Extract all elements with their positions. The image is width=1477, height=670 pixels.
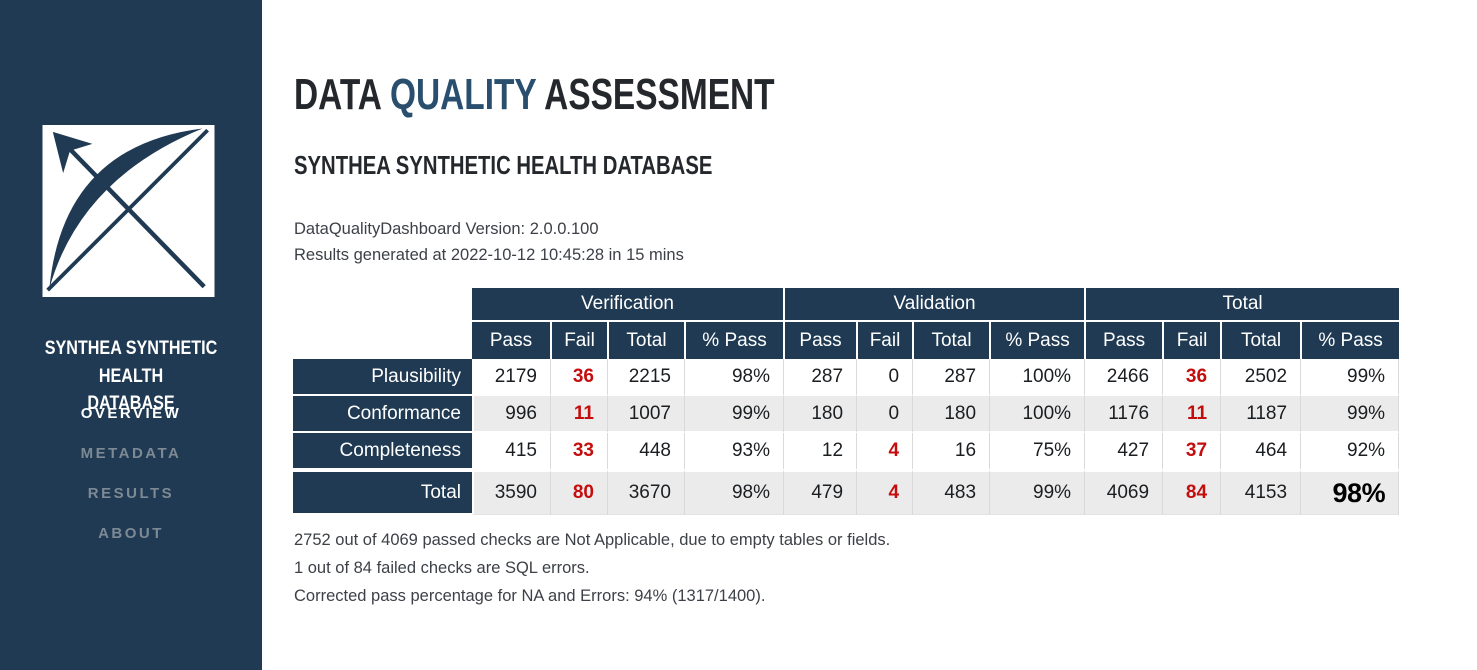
database-subtitle: SYNTHEA SYNTHETIC HEALTH DATABASE bbox=[294, 150, 713, 180]
cell-fail: 4 bbox=[856, 433, 913, 470]
cell-fail: 37 bbox=[1162, 433, 1221, 470]
col-header-total-pctpass: % Pass bbox=[1300, 322, 1400, 359]
cell: 4069 bbox=[1084, 470, 1163, 515]
cell: 98% bbox=[684, 470, 784, 515]
cell: 0 bbox=[856, 359, 913, 396]
sidebar-item-about[interactable]: ABOUT bbox=[98, 525, 164, 542]
table-row-total: Total 3590 80 3670 98% 479 4 483 99% 406… bbox=[293, 470, 1400, 515]
col-header-total-pass: Pass bbox=[1084, 322, 1163, 359]
sidebar-menu: OVERVIEW METADATA RESULTS ABOUT bbox=[0, 405, 262, 542]
sub-header-row: Pass Fail Total % Pass Pass Fail Total %… bbox=[293, 322, 1400, 359]
generated-line: Results generated at 2022-10-12 10:45:28… bbox=[294, 246, 684, 264]
table-corner-spacer bbox=[293, 322, 472, 359]
cell: 996 bbox=[472, 396, 550, 433]
table-row-plausibility: Plausibility 2179 36 2215 98% 287 0 287 … bbox=[293, 359, 1400, 396]
cell: 99% bbox=[1300, 396, 1400, 433]
cell-fail: 33 bbox=[550, 433, 607, 470]
cell: 99% bbox=[1300, 359, 1400, 396]
group-header-validation: Validation bbox=[783, 288, 1085, 322]
footnote-not-applicable: 2752 out of 4069 passed checks are Not A… bbox=[294, 531, 891, 549]
cell: 100% bbox=[989, 359, 1085, 396]
cell-fail: 80 bbox=[550, 470, 607, 515]
cell: 93% bbox=[684, 433, 784, 470]
cell-fail: 11 bbox=[1162, 396, 1221, 433]
version-line: DataQualityDashboard Version: 2.0.0.100 bbox=[294, 220, 599, 238]
cell: 287 bbox=[783, 359, 857, 396]
table-row-completeness: Completeness 415 33 448 93% 12 4 16 75% … bbox=[293, 433, 1400, 470]
footnote-sql-errors: 1 out of 84 failed checks are SQL errors… bbox=[294, 559, 590, 577]
cell-fail: 36 bbox=[550, 359, 607, 396]
cell: 12 bbox=[783, 433, 857, 470]
row-label-conformance: Conformance bbox=[293, 396, 472, 433]
col-header-total-fail: Fail bbox=[1162, 322, 1221, 359]
table-row-conformance: Conformance 996 11 1007 99% 180 0 180 10… bbox=[293, 396, 1400, 433]
col-header-validation-fail: Fail bbox=[856, 322, 913, 359]
cell: 100% bbox=[989, 396, 1085, 433]
row-label-plausibility: Plausibility bbox=[293, 359, 472, 396]
col-header-validation-pctpass: % Pass bbox=[989, 322, 1085, 359]
cell: 98% bbox=[684, 359, 784, 396]
group-header-total: Total bbox=[1084, 288, 1400, 322]
bow-and-arrow-logo-icon bbox=[41, 125, 216, 297]
sidebar: SYNTHEA SYNTHETIC HEALTH DATABASE OVERVI… bbox=[0, 0, 262, 670]
col-header-verification-pass: Pass bbox=[472, 322, 550, 359]
cell: 99% bbox=[684, 396, 784, 433]
page-title-part1: DATA bbox=[294, 70, 390, 119]
cell-fail: 11 bbox=[550, 396, 607, 433]
cell-fail: 36 bbox=[1162, 359, 1221, 396]
row-label-completeness: Completeness bbox=[293, 433, 472, 470]
cell: 1176 bbox=[1084, 396, 1163, 433]
cell: 2466 bbox=[1084, 359, 1163, 396]
col-header-total-total: Total bbox=[1220, 322, 1301, 359]
cell: 2215 bbox=[607, 359, 684, 396]
cell: 0 bbox=[856, 396, 913, 433]
cell: 92% bbox=[1300, 433, 1400, 470]
sidebar-item-results[interactable]: RESULTS bbox=[87, 485, 175, 502]
cell: 464 bbox=[1220, 433, 1301, 470]
overall-pass-percentage: 98% bbox=[1300, 470, 1400, 515]
sidebar-item-metadata[interactable]: METADATA bbox=[80, 445, 182, 462]
cell: 2179 bbox=[472, 359, 550, 396]
cell: 3590 bbox=[472, 470, 550, 515]
group-header-verification: Verification bbox=[472, 288, 784, 322]
cell: 99% bbox=[989, 470, 1085, 515]
cell: 483 bbox=[912, 470, 990, 515]
cell: 3670 bbox=[607, 470, 684, 515]
col-header-validation-total: Total bbox=[912, 322, 990, 359]
page-title-accent: QUALITY bbox=[389, 70, 537, 119]
cell: 180 bbox=[912, 396, 990, 433]
cell: 287 bbox=[912, 359, 990, 396]
cell: 479 bbox=[783, 470, 857, 515]
cell: 448 bbox=[607, 433, 684, 470]
group-header-row: Verification Validation Total bbox=[293, 288, 1400, 322]
cell: 427 bbox=[1084, 433, 1163, 470]
row-label-total: Total bbox=[293, 470, 472, 515]
results-summary-table: Verification Validation Total Pass Fail … bbox=[293, 288, 1400, 515]
footnotes: 2752 out of 4069 passed checks are Not A… bbox=[294, 526, 890, 610]
cell: 180 bbox=[783, 396, 857, 433]
cell: 4153 bbox=[1220, 470, 1301, 515]
col-header-validation-pass: Pass bbox=[783, 322, 857, 359]
cell: 1187 bbox=[1220, 396, 1301, 433]
cell: 16 bbox=[912, 433, 990, 470]
col-header-verification-fail: Fail bbox=[550, 322, 607, 359]
cell-fail: 84 bbox=[1162, 470, 1221, 515]
sidebar-database-title: SYNTHEA SYNTHETIC HEALTH DATABASE bbox=[44, 338, 218, 415]
page-title: DATA QUALITY ASSESSMENT bbox=[294, 70, 775, 120]
col-header-verification-total: Total bbox=[607, 322, 684, 359]
cell: 2502 bbox=[1220, 359, 1301, 396]
cell: 1007 bbox=[607, 396, 684, 433]
page-title-part2: ASSESSMENT bbox=[536, 70, 775, 119]
table-corner-spacer bbox=[293, 288, 472, 322]
cell: 75% bbox=[989, 433, 1085, 470]
run-metadata: DataQualityDashboard Version: 2.0.0.100 … bbox=[294, 216, 684, 268]
cell: 415 bbox=[472, 433, 550, 470]
sidebar-item-overview[interactable]: OVERVIEW bbox=[80, 405, 182, 422]
footnote-corrected-pass: Corrected pass percentage for NA and Err… bbox=[294, 587, 766, 605]
col-header-verification-pctpass: % Pass bbox=[684, 322, 784, 359]
cell-fail: 4 bbox=[856, 470, 913, 515]
